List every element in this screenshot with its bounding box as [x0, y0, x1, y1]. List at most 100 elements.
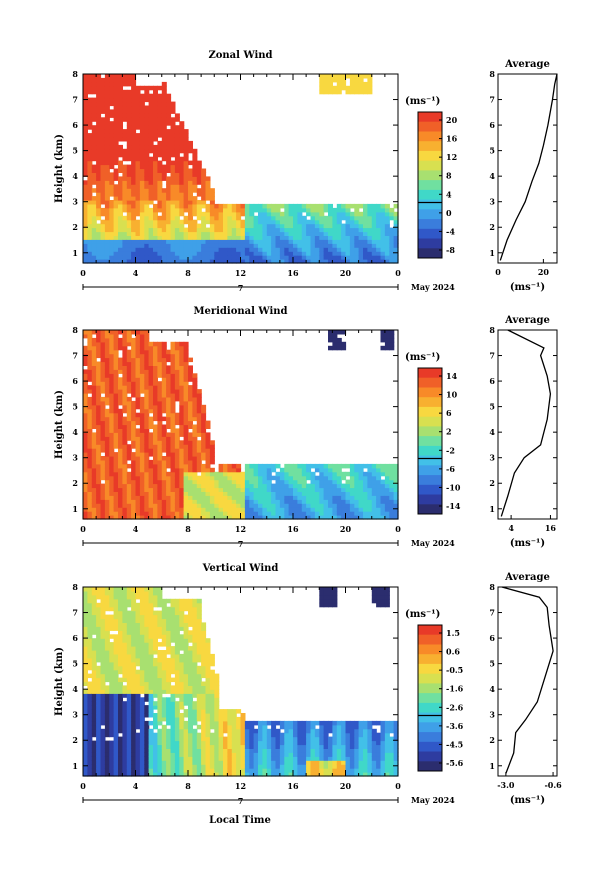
heatmap-cell: [319, 215, 325, 221]
heatmap-cell: [314, 211, 320, 217]
heatmap-cell: [271, 511, 277, 516]
heatmap-cell: [297, 499, 303, 504]
heatmap-cell: [144, 646, 150, 651]
heatmap-cell: [288, 223, 294, 229]
heatmap-cell: [323, 479, 329, 485]
heatmap-cell: [306, 251, 312, 256]
heatmap-cell: [83, 665, 88, 671]
heatmap-cell: [166, 416, 172, 422]
heatmap-cell: [231, 223, 237, 229]
heatmap-cell: [192, 247, 198, 252]
heatmap-cell: [201, 259, 207, 264]
heatmap-cell: [118, 420, 123, 426]
heatmap-cell: [279, 499, 285, 504]
heatmap-cell: [104, 341, 110, 347]
heatmap-cell: [262, 503, 268, 508]
heatmap-cell: [109, 172, 115, 177]
heatmap-cell: [188, 148, 193, 154]
heatmap-cell: [380, 247, 386, 252]
heatmap-cell: [104, 168, 110, 173]
heatmap-cell: [249, 487, 255, 492]
heatmap-cell: [139, 219, 145, 225]
heatmap-cell: [253, 231, 259, 236]
heatmap-cell: [153, 180, 158, 185]
heatmap-cell: [148, 630, 154, 635]
heatmap-cell: [166, 196, 172, 201]
heatmap-cell: [161, 400, 167, 406]
heatmap-cell: [91, 764, 97, 769]
heatmap-cell: [126, 231, 132, 236]
heatmap-cell: [358, 479, 364, 485]
heatmap-cell: [157, 487, 163, 492]
colorbar-tick-label: 14: [446, 371, 458, 381]
heatmap-cell: [118, 192, 123, 197]
heatmap-cell: [148, 752, 154, 757]
heatmap-cell: [349, 491, 355, 496]
heatmap-cell: [174, 223, 180, 229]
heatmap-cell: [100, 365, 106, 370]
heatmap-cell: [87, 231, 93, 236]
month-label: May 2024: [411, 282, 455, 292]
heatmap-cell: [319, 203, 325, 209]
heatmap-cell: [100, 408, 106, 414]
heatmap-cell: [227, 259, 233, 264]
heatmap-cell: [126, 424, 132, 429]
heatmap-cell: [91, 255, 97, 260]
heatmap-cell: [380, 219, 386, 225]
heatmap-cell: [83, 440, 88, 445]
heatmap-cell: [301, 463, 307, 469]
heatmap-cell: [153, 487, 158, 492]
heatmap-cell: [91, 125, 97, 130]
heatmap-cell: [174, 728, 180, 734]
heatmap-cell: [192, 499, 198, 504]
heatmap-cell: [131, 207, 137, 213]
heatmap-cell: [126, 389, 132, 394]
heatmap-cell: [253, 215, 259, 221]
heatmap-cell: [83, 389, 88, 394]
heatmap-cell: [122, 772, 128, 777]
heatmap-cell: [384, 203, 390, 209]
heatmap-cell: [192, 444, 198, 449]
heatmap-cell: [148, 479, 154, 485]
heatmap-cell: [118, 117, 123, 122]
heatmap-cell: [174, 129, 180, 134]
heatmap-cell: [153, 125, 158, 130]
heatmap-cell: [166, 740, 172, 746]
heatmap-cell: [83, 247, 88, 252]
heatmap-cell: [83, 211, 88, 217]
heatmap-cell: [131, 81, 137, 87]
heatmap-cell: [104, 156, 110, 162]
heatmap-cell: [144, 463, 150, 469]
heatmap-cell: [104, 184, 110, 189]
heatmap-cell: [389, 211, 395, 217]
heatmap-cell: [139, 602, 145, 608]
heatmap-cell: [139, 207, 145, 213]
heatmap-cell: [161, 630, 167, 635]
heatmap-cell: [100, 235, 106, 240]
heatmap-cell: [262, 203, 268, 209]
heatmap-cell: [96, 705, 102, 710]
heatmap-cell: [209, 459, 215, 465]
heatmap-cell: [262, 467, 268, 473]
heatmap-cell: [358, 511, 364, 516]
heatmap-cell: [249, 239, 255, 244]
heatmap-cell: [205, 243, 211, 248]
heatmap-cell: [139, 373, 145, 378]
heatmap-cell: [126, 196, 132, 201]
heatmap-cell: [367, 507, 373, 512]
heatmap-cell: [135, 618, 141, 623]
heatmap-cell: [83, 85, 88, 91]
heatmap-cell: [293, 231, 298, 236]
heatmap-cell: [87, 661, 93, 667]
heatmap-cell: [288, 475, 294, 481]
heatmap-cell: [174, 483, 180, 489]
heatmap-cell: [148, 673, 154, 679]
heatmap-cell: [363, 215, 368, 221]
heatmap-cell: [161, 602, 167, 608]
heatmap-cell: [174, 357, 180, 363]
colorbar-segment: [418, 121, 442, 132]
heatmap-cell: [135, 669, 141, 675]
heatmap-cell: [131, 188, 137, 193]
heatmap-cell: [144, 231, 150, 236]
heatmap-cell: [354, 467, 360, 473]
